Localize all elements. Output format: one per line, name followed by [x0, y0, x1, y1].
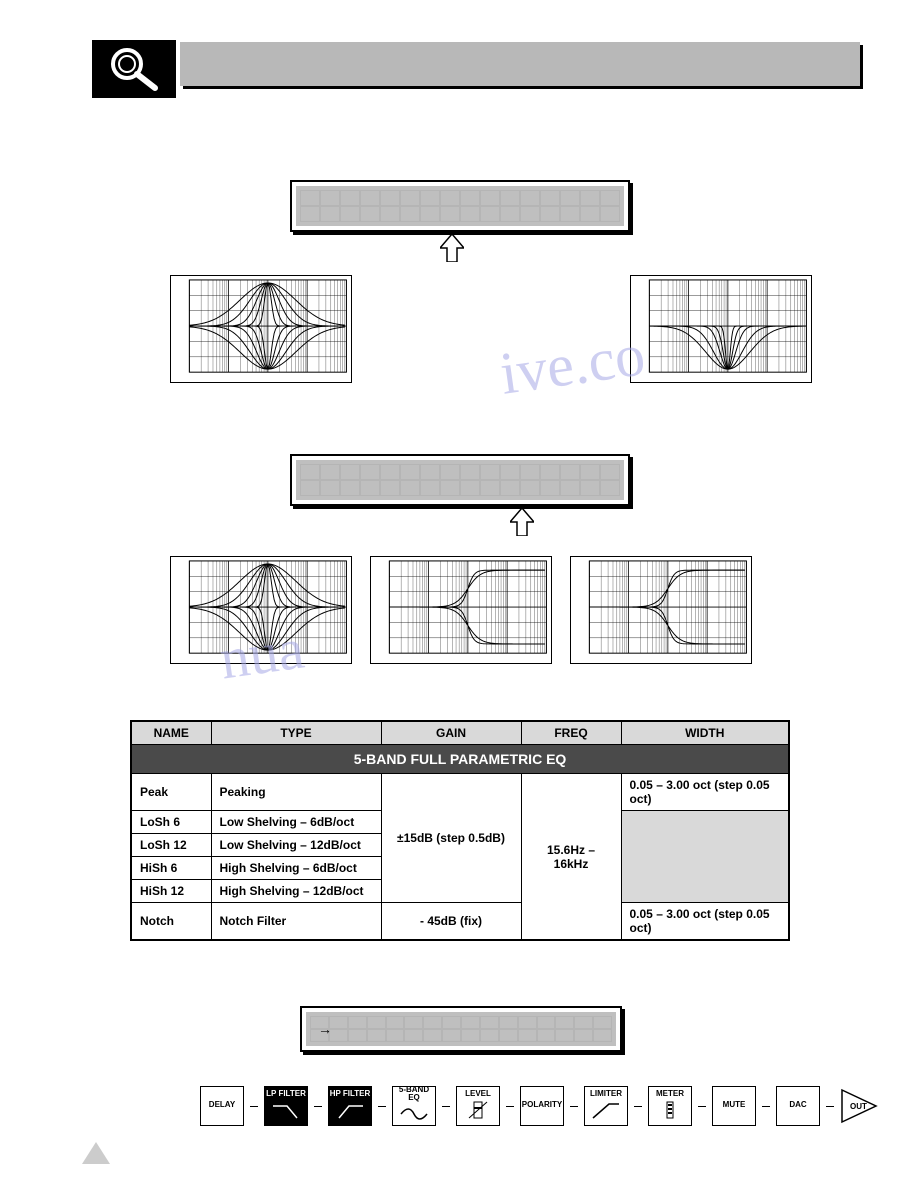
lcd-grid: [310, 1016, 612, 1042]
sig-label: LEVEL: [465, 1090, 491, 1098]
sig-dac: DAC: [776, 1086, 820, 1126]
arrow-up-icon: [440, 234, 464, 262]
row-width: 0.05 – 3.00 oct (step 0.05 oct): [621, 774, 789, 811]
hpfilter-icon: [335, 1100, 365, 1122]
header-bar: [180, 42, 860, 86]
sig-connector: [634, 1106, 642, 1107]
chart-peak-2: [170, 556, 352, 664]
row-type: Low Shelving – 12dB/oct: [211, 834, 381, 857]
freq-shared: 15.6Hz – 16kHz: [521, 774, 621, 941]
col-gain: GAIN: [381, 721, 521, 745]
sig-label: LIMITER: [590, 1090, 622, 1098]
lcd-grid: [300, 464, 620, 496]
lcd-panel-3: →: [300, 1006, 622, 1052]
row-type: Notch Filter: [211, 903, 381, 941]
lcd-panel-1: [290, 180, 630, 232]
level-icon: [463, 1100, 493, 1122]
row-name: HiSh 12: [131, 880, 211, 903]
col-width: WIDTH: [621, 721, 789, 745]
sig-label: 5-BAND EQ: [393, 1086, 435, 1102]
sig-limiter: LIMITER: [584, 1086, 628, 1126]
magnifier-icon-box: [92, 40, 176, 98]
row-name: LoSh 6: [131, 811, 211, 834]
eq-icon: [399, 1104, 429, 1126]
watermark-text: ive.co: [496, 320, 649, 408]
width-blank: [621, 811, 789, 903]
gain-shared: ±15dB (step 0.5dB): [381, 774, 521, 903]
sig-label: DAC: [789, 1101, 806, 1109]
row-type: Low Shelving – 6dB/oct: [211, 811, 381, 834]
col-freq: FREQ: [521, 721, 621, 745]
parametric-eq-table: 5-BAND FULL PARAMETRIC EQ NAME TYPE GAIN…: [130, 720, 790, 941]
page-marker-triangle: [82, 1142, 110, 1164]
sig-label: POLARITY: [522, 1101, 562, 1109]
sig-label: METER: [656, 1090, 684, 1098]
sig-label: DELAY: [209, 1101, 235, 1109]
lcd-panel-2: [290, 454, 630, 506]
row-type: High Shelving – 12dB/oct: [211, 880, 381, 903]
lpfilter-icon: [271, 1100, 301, 1122]
arrow-up-icon: [510, 508, 534, 536]
sig-lpfilter: LP FILTER: [264, 1086, 308, 1126]
meter-icon: [655, 1100, 685, 1122]
row-type: Peaking: [211, 774, 381, 811]
row-name: LoSh 12: [131, 834, 211, 857]
chart-hi-shelf: [570, 556, 752, 664]
sig-label: LP FILTER: [266, 1090, 306, 1098]
sig-connector: [378, 1106, 386, 1107]
signal-chain: DELAY LP FILTER HP FILTER 5-BAND EQ LEVEL POL…: [200, 1086, 880, 1126]
sig-eq: 5-BAND EQ: [392, 1086, 436, 1126]
sig-polarity: POLARITY: [520, 1086, 564, 1126]
sig-connector: [698, 1106, 706, 1107]
sig-connector: [570, 1106, 578, 1107]
sig-hpfilter: HP FILTER: [328, 1086, 372, 1126]
chart-notch: [630, 275, 812, 383]
chart-lo-shelf: [370, 556, 552, 664]
row-name: Peak: [131, 774, 211, 811]
sig-meter: METER: [648, 1086, 692, 1126]
sig-connector: [314, 1106, 322, 1107]
sig-connector: [826, 1106, 834, 1107]
row-name: HiSh 6: [131, 857, 211, 880]
sig-connector: [442, 1106, 450, 1107]
return-arrow-icon: →: [318, 1021, 332, 1037]
sig-connector: [506, 1106, 514, 1107]
row-name: Notch: [131, 903, 211, 941]
col-name: NAME: [131, 721, 211, 745]
sig-mute: MUTE: [712, 1086, 756, 1126]
magnifier-icon: [105, 46, 163, 92]
row-width: 0.05 – 3.00 oct (step 0.05 oct): [621, 903, 789, 941]
limiter-icon: [591, 1100, 621, 1122]
sig-connector: [762, 1106, 770, 1107]
svg-text:OUT: OUT: [850, 1102, 867, 1111]
col-type: TYPE: [211, 721, 381, 745]
sig-connector: [250, 1106, 258, 1107]
chart-peak: [170, 275, 352, 383]
sig-label: MUTE: [723, 1101, 746, 1109]
row-gain: - 45dB (fix): [381, 903, 521, 941]
sig-delay: DELAY: [200, 1086, 244, 1126]
sig-level: LEVEL: [456, 1086, 500, 1126]
table-title: 5-BAND FULL PARAMETRIC EQ: [131, 745, 789, 774]
sig-out: OUT: [840, 1086, 880, 1126]
sig-label: HP FILTER: [330, 1090, 371, 1098]
lcd-grid: [300, 190, 620, 222]
row-type: High Shelving – 6dB/oct: [211, 857, 381, 880]
